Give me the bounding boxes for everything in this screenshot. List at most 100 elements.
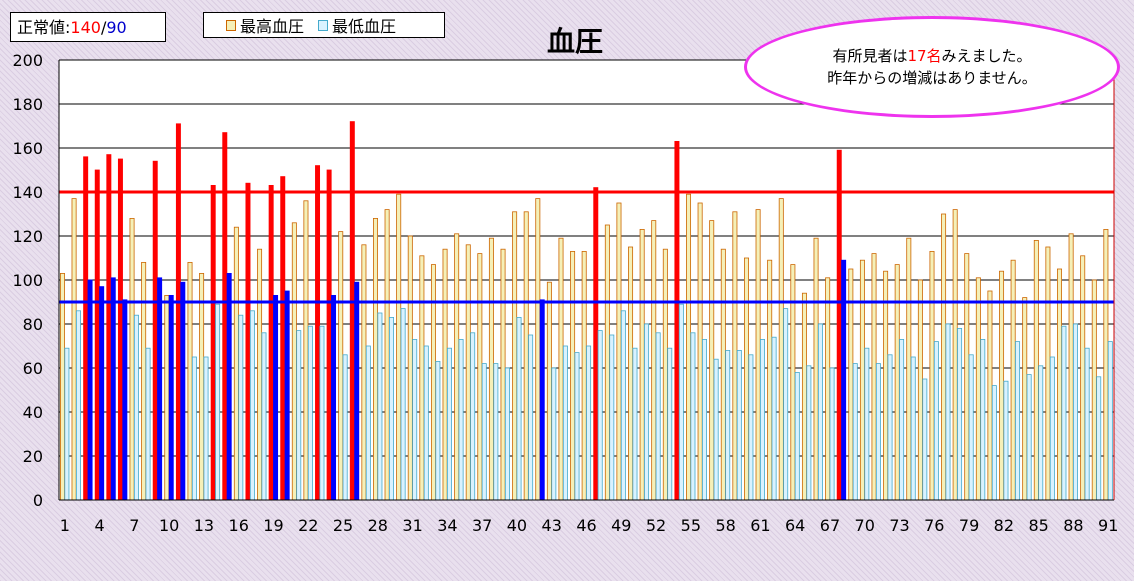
bar-systolic (106, 154, 112, 501)
bar-diastolic (910, 356, 916, 501)
normal-separator: / (100, 18, 107, 37)
bar-systolic (674, 140, 680, 501)
bar-diastolic (504, 367, 510, 501)
bar-systolic (662, 248, 668, 501)
bar-systolic (546, 281, 552, 501)
y-tick-label: 60 (23, 359, 43, 378)
bar-systolic (187, 261, 193, 501)
bar-systolic (1022, 297, 1028, 501)
bar-diastolic (377, 312, 383, 501)
bar-diastolic (1049, 356, 1055, 501)
bar-systolic (906, 237, 912, 501)
bar-diastolic (922, 378, 928, 501)
bar-systolic (801, 292, 807, 501)
bar-diastolic (458, 338, 464, 501)
bar-systolic (964, 253, 970, 501)
bar-diastolic (1073, 323, 1078, 501)
bar-systolic (523, 211, 529, 501)
y-tick-label: 160 (12, 139, 43, 158)
bar-systolic (419, 255, 425, 501)
bar-diastolic (446, 347, 452, 501)
bar-systolic (639, 228, 645, 501)
bar-diastolic (551, 367, 557, 501)
bar-diastolic (354, 281, 360, 501)
bar-systolic (59, 272, 65, 501)
bar-diastolic (400, 308, 406, 501)
x-tick-label: 31 (402, 516, 422, 535)
bar-systolic (384, 209, 390, 501)
bar-systolic (280, 176, 286, 501)
bar-systolic (94, 169, 100, 501)
bar-diastolic (1061, 325, 1067, 501)
y-tick-label: 80 (23, 315, 43, 334)
legend-item-systolic: 最高血圧 (226, 13, 304, 37)
bar-systolic (83, 156, 89, 501)
bar-diastolic (933, 341, 939, 501)
bar-systolic (477, 253, 483, 501)
bar-diastolic (435, 360, 441, 501)
bar-systolic (535, 198, 541, 501)
bar-diastolic (852, 363, 858, 501)
y-tick-label: 120 (12, 227, 43, 246)
bar-systolic (651, 220, 657, 501)
bar-diastolic (609, 334, 615, 501)
x-tick-label: 19 (263, 516, 283, 535)
bar-systolic (604, 224, 610, 501)
bar-diastolic (528, 334, 534, 501)
bar-systolic (616, 202, 622, 501)
bar-diastolic (771, 336, 777, 501)
normal-systolic: 140 (70, 18, 101, 37)
bar-diastolic (829, 367, 835, 501)
y-tick-label: 0 (33, 491, 43, 510)
note-line1-pre: 有所見者は (832, 47, 908, 65)
normal-label: 正常値: (17, 18, 71, 37)
bar-diastolic (1015, 341, 1021, 501)
bar-systolic (628, 246, 634, 501)
bar-systolic (500, 248, 506, 501)
bar-systolic (686, 193, 692, 501)
bar-diastolic (75, 310, 81, 501)
bar-systolic (975, 277, 981, 501)
legend: 最高血圧 最低血圧 (203, 12, 445, 38)
bar-systolic (941, 213, 947, 501)
bar-diastolic (273, 294, 279, 501)
bar-diastolic (644, 323, 650, 501)
bar-diastolic (760, 338, 765, 501)
bar-diastolic (296, 330, 302, 501)
bar-diastolic (168, 294, 174, 501)
bar-systolic (952, 209, 958, 501)
bar-systolic (883, 270, 889, 501)
bar-systolic (697, 202, 703, 501)
bar-diastolic (412, 338, 418, 501)
x-tick-label: 91 (1098, 516, 1118, 535)
bar-systolic (1010, 259, 1016, 501)
bar-systolic (71, 198, 77, 501)
bar-systolic (430, 264, 436, 501)
bar-systolic (326, 169, 332, 501)
bar-systolic (1080, 255, 1086, 501)
bar-diastolic (713, 358, 719, 501)
bar-diastolic (226, 272, 232, 501)
y-tick-label: 100 (12, 271, 43, 290)
bar-diastolic (736, 349, 742, 501)
x-tick-label: 34 (437, 516, 457, 535)
y-tick-label: 200 (12, 51, 43, 70)
bar-diastolic (64, 347, 70, 501)
bar-diastolic (748, 354, 754, 501)
bar-diastolic (690, 332, 696, 501)
bar-systolic (396, 193, 402, 501)
bar-systolic (407, 235, 413, 501)
bar-systolic (349, 121, 355, 501)
bar-diastolic (365, 345, 371, 501)
bar-diastolic (481, 363, 487, 501)
bar-systolic (257, 248, 263, 501)
bar-diastolic (980, 338, 986, 501)
bar-systolic (987, 290, 993, 501)
bar-diastolic (806, 365, 812, 501)
bar-systolic (790, 264, 796, 501)
bar-systolic (164, 294, 170, 501)
x-tick-label: 10 (159, 516, 179, 535)
bar-diastolic (249, 310, 255, 501)
note-line1-post: みえました。 (941, 47, 1032, 65)
